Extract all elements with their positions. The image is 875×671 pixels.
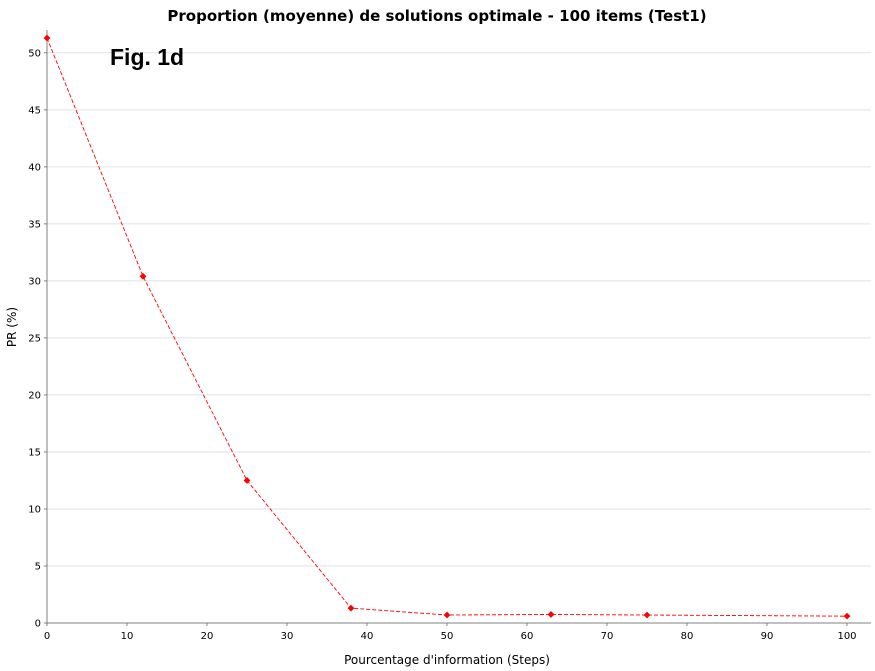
y-tick-label-7: 35 [28, 219, 41, 230]
y-tick-label-6: 30 [28, 276, 41, 287]
chart-title: Proportion (moyenne) de solutions optima… [167, 7, 706, 25]
data-point-0-1 [139, 272, 147, 280]
x-tick-label-1: 10 [121, 631, 134, 642]
data-point-0-5 [547, 611, 555, 618]
axes [46, 30, 871, 624]
data-point-0-6 [643, 611, 651, 619]
y-tick-label-5: 25 [28, 333, 41, 344]
y-axis-ticks: 0 5 10 15 20 25 30 35 40 45 50 [28, 48, 47, 630]
grid [47, 52, 871, 567]
x-tick-label-5: 50 [441, 631, 454, 642]
x-tick-label-6: 60 [521, 631, 534, 642]
y-tick-label-9: 45 [28, 105, 41, 116]
data-point-0-0 [43, 34, 51, 42]
x-tick-label-7: 70 [601, 631, 614, 642]
figure-annotation: Fig. 1d [110, 44, 184, 70]
x-tick-label-2: 20 [201, 631, 214, 642]
y-tick-label-10: 50 [28, 48, 41, 59]
series-group [43, 34, 851, 620]
x-tick-label-0: 0 [44, 631, 50, 642]
data-point-0-4 [443, 611, 451, 619]
x-tick-label-3: 30 [281, 631, 294, 642]
x-tick-label-4: 40 [361, 631, 374, 642]
series-line-0 [46, 37, 848, 617]
y-axis-label: PR (%) [5, 307, 19, 347]
y-tick-label-2: 10 [28, 504, 41, 515]
data-point-0-3 [347, 604, 355, 612]
y-tick-label-4: 20 [28, 390, 41, 401]
x-axis-label: Pourcentage d'information (Steps) [344, 653, 550, 667]
x-tick-label-10: 100 [837, 631, 856, 642]
y-tick-label-0: 0 [35, 619, 41, 630]
x-tick-label-8: 80 [681, 631, 694, 642]
x-tick-label-9: 90 [761, 631, 774, 642]
data-point-0-7 [843, 612, 851, 620]
y-tick-label-3: 15 [28, 447, 41, 458]
data-point-0-2 [243, 477, 251, 484]
x-axis-ticks: 0 10 20 30 40 50 60 70 80 90 100 [44, 623, 857, 642]
y-tick-label-8: 40 [28, 162, 41, 173]
y-tick-label-1: 5 [35, 561, 41, 572]
